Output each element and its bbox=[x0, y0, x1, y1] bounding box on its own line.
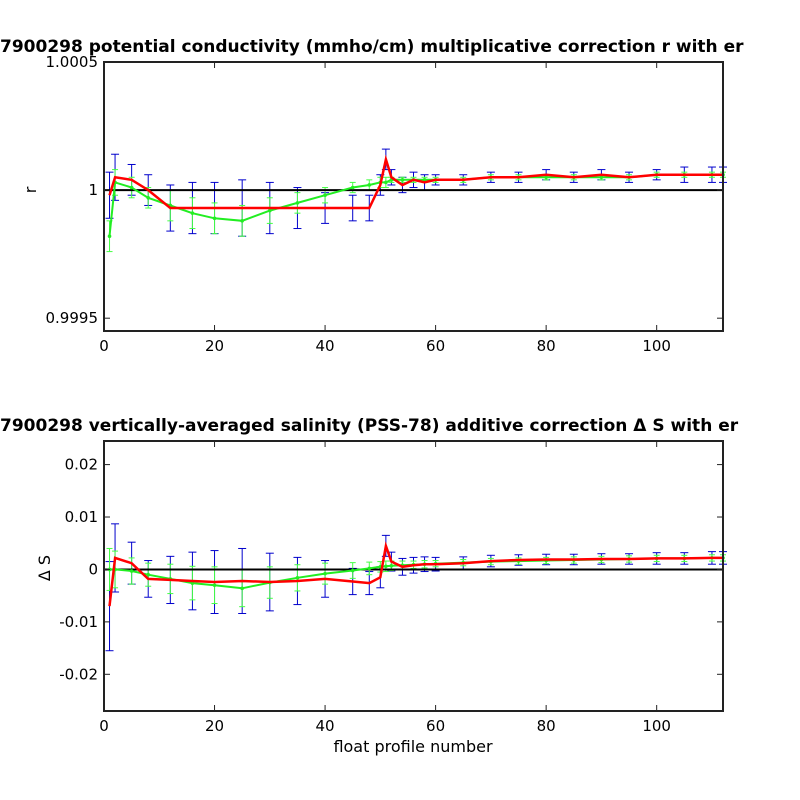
x-tick-label: 40 bbox=[316, 717, 335, 735]
fit-point bbox=[544, 175, 548, 180]
fit-point bbox=[367, 183, 372, 187]
y-tick-label: 0.01 bbox=[65, 508, 98, 526]
fit-point bbox=[367, 566, 372, 571]
fit-point bbox=[422, 178, 427, 182]
fit-point bbox=[295, 576, 300, 580]
fit-point bbox=[384, 180, 388, 185]
x-tick-label: 80 bbox=[537, 337, 556, 355]
final-correction-line bbox=[108, 154, 723, 210]
salinity-correction-chart: 7900298 vertically-averaged salinity (PS… bbox=[0, 416, 739, 756]
plot-area: 0 20 40 60 80 100 -0.02 -0.01 0 0.01 0.02 bbox=[59, 440, 727, 735]
fit-point bbox=[129, 569, 134, 573]
final-correction-line bbox=[108, 540, 723, 607]
fit-point bbox=[323, 571, 327, 576]
fit-point bbox=[350, 185, 355, 190]
y-tick-label: 0.9995 bbox=[46, 309, 99, 327]
fit-point bbox=[240, 219, 244, 223]
y-tick-label: -0.02 bbox=[59, 665, 98, 683]
fit-point bbox=[389, 563, 394, 568]
fit-point bbox=[268, 208, 272, 213]
fit-line bbox=[108, 173, 723, 237]
x-tick-label: 60 bbox=[426, 717, 445, 735]
y-tick-label: 0.02 bbox=[65, 456, 98, 474]
fit-point bbox=[212, 583, 217, 587]
y-axis-label: Δ S bbox=[35, 555, 54, 581]
x-tick-label: 100 bbox=[642, 337, 671, 355]
axes-box bbox=[103, 440, 724, 712]
fit-point bbox=[350, 568, 355, 573]
fit-point bbox=[295, 201, 300, 205]
fit-point bbox=[400, 178, 405, 182]
x-tick-label: 40 bbox=[316, 337, 335, 355]
axes-box bbox=[103, 61, 724, 332]
fit-point bbox=[240, 586, 244, 591]
fit-point bbox=[107, 234, 112, 239]
chart-title: 7900298 potential conductivity (mmho/cm)… bbox=[0, 37, 744, 57]
y-tick-label: 1 bbox=[88, 181, 98, 199]
conductivity-correction-chart: 7900298 potential conductivity (mmho/cm)… bbox=[0, 37, 744, 355]
fit-point bbox=[146, 195, 151, 200]
fit-point bbox=[190, 211, 195, 215]
plot-area: 0 20 40 60 80 100 0.9995 1 1.0005 bbox=[46, 53, 727, 355]
fit-point bbox=[323, 193, 327, 198]
x-tick-label: 20 bbox=[205, 337, 224, 355]
x-tick-label: 20 bbox=[205, 717, 224, 735]
fit-point bbox=[129, 185, 134, 190]
y-axis-label: r bbox=[21, 186, 40, 193]
x-tick-label: 0 bbox=[99, 717, 109, 735]
fit-point bbox=[384, 564, 388, 569]
fit-point bbox=[146, 572, 151, 577]
chart-title: 7900298 vertically-averaged salinity (PS… bbox=[0, 416, 739, 436]
x-tick-label: 60 bbox=[426, 337, 445, 355]
y-tick-label: 1.0005 bbox=[46, 53, 99, 71]
fit-point bbox=[212, 216, 217, 221]
x-tick-label: 0 bbox=[99, 337, 109, 355]
y-tick-label: -0.01 bbox=[59, 613, 98, 631]
x-tick-label: 80 bbox=[537, 717, 556, 735]
x-tick-label: 100 bbox=[642, 717, 671, 735]
x-axis-label: float profile number bbox=[333, 737, 493, 756]
y-tick-label: 0 bbox=[88, 560, 98, 578]
fit-point bbox=[599, 175, 604, 180]
